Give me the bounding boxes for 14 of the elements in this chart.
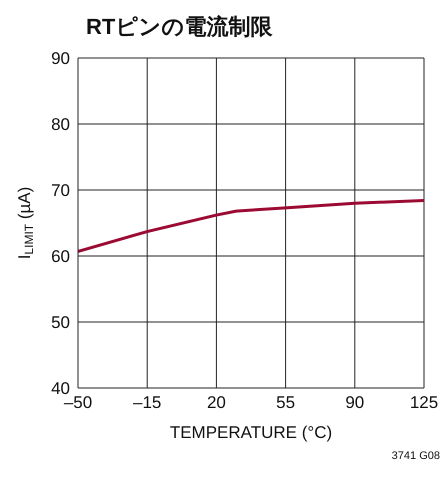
y-tick-label: 60: [51, 247, 70, 266]
y-tick-label: 90: [51, 49, 70, 68]
line-series: [78, 199, 424, 253]
x-tick-label: 90: [345, 393, 364, 412]
y-tick-label: 80: [51, 115, 70, 134]
x-tick-label: 125: [410, 393, 438, 412]
y-tick-label: 50: [51, 313, 70, 332]
y-tick-label: 70: [51, 181, 70, 200]
text: 3741 G08: [392, 450, 440, 462]
chart-title: RTピンの電流制限: [86, 13, 272, 41]
x-tick-label: 20: [206, 393, 226, 412]
x-tick-label: 55: [276, 393, 296, 412]
x-axis-title: TEMPERATURE (°C): [170, 423, 332, 442]
x-tick-label: –15: [133, 393, 162, 412]
